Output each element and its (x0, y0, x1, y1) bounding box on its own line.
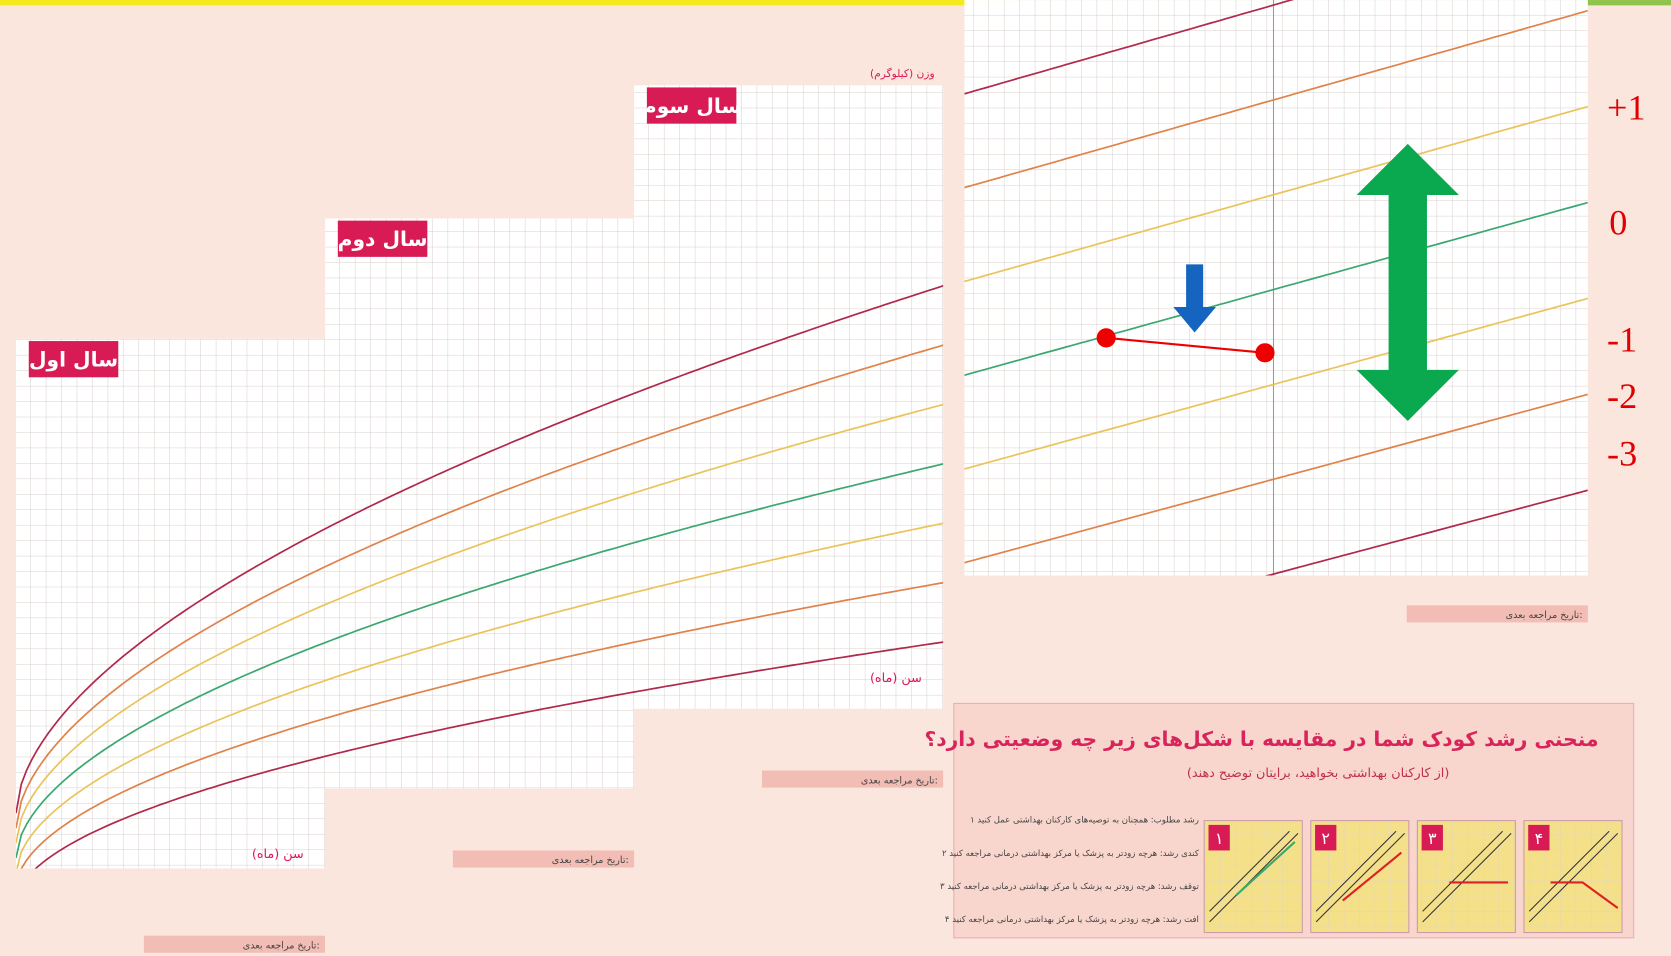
guide-title: منحنی رشد کودک شما در مقایسه با شکل‌های … (924, 727, 1598, 752)
panel-grid (16, 339, 325, 869)
z-label: +1 (1607, 87, 1646, 127)
measure-point (1097, 328, 1116, 347)
top-strip (0, 0, 1018, 5)
age-label: سن (ماه) (252, 847, 304, 862)
z-label: -1 (1607, 320, 1637, 360)
next-visit-label: تاریخ مراجعه بعدی: (861, 775, 938, 786)
panel-grid (325, 219, 634, 789)
guide-box: منحنی رشد کودک شما در مقایسه با شکل‌های … (924, 703, 1633, 937)
guide-item: ۱ رشد مطلوب: همچنان به توصیه‌های کارکنان… (970, 816, 1199, 826)
next-visit-label: تاریخ مراجعه بعدی: (1506, 610, 1583, 621)
guide-item: ۲ کندی رشد: هرچه زودتر به پزشک یا مرکز ب… (942, 849, 1200, 859)
measure-point (1255, 343, 1274, 362)
panel-number: ۴ (1535, 829, 1544, 848)
panel-number: ۳ (1428, 829, 1437, 848)
next-visit-label: تاریخ مراجعه بعدی: (243, 941, 320, 952)
panel-title: سال اول (29, 348, 118, 372)
guide-item: ۴ افت رشد: هرچه زودتر به پزشک یا مرکز به… (945, 915, 1199, 925)
panel-title: سال سوم (642, 94, 742, 118)
panel-number: ۲ (1321, 829, 1330, 848)
age-label: سن (ماه) (870, 671, 922, 686)
z-label: -3 (1607, 434, 1637, 474)
growth-chart-screenshot: سال اول سن (ماه) تاریخ مراجعه بعدی: سال دوم… (0, 0, 1671, 956)
panel-grid (964, 0, 1587, 575)
panel-grid (634, 85, 943, 708)
next-visit-label: تاریخ مراجعه بعدی: (552, 855, 629, 866)
guide-item: ۳ توقف رشد: هرچه زودتر به پزشک یا مرکز ب… (940, 882, 1199, 892)
z-label: 0 (1609, 202, 1627, 242)
panel-title: سال دوم (338, 227, 428, 251)
z-label: -2 (1607, 376, 1637, 416)
guide-subtitle: (از کارکنان بهداشتی بخواهید، برایتان توض… (1187, 766, 1449, 781)
panel-number: ۱ (1215, 829, 1224, 848)
z-labels: +1 0 -1 -2 -3 (1607, 87, 1646, 473)
weight-label: وزن (کیلوگرم) (870, 67, 935, 80)
